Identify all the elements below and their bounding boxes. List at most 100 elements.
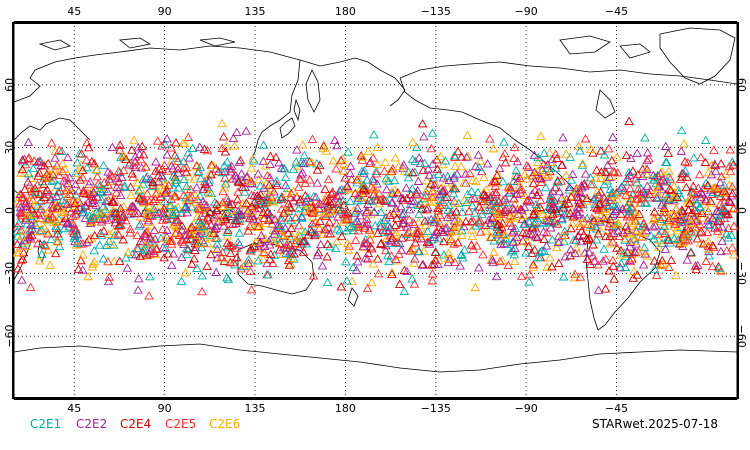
observation-marker <box>515 185 525 194</box>
observation-marker <box>323 174 334 184</box>
observation-marker <box>438 197 449 207</box>
observation-marker <box>362 283 373 293</box>
observation-marker <box>650 220 661 230</box>
observation-marker <box>386 166 397 175</box>
observation-marker <box>552 177 563 186</box>
observation-marker <box>606 211 617 220</box>
observation-marker <box>300 178 311 187</box>
observation-marker <box>160 243 171 252</box>
observation-marker <box>466 194 477 203</box>
observation-marker <box>533 157 543 166</box>
observation-marker <box>315 199 326 208</box>
observation-marker <box>227 205 237 214</box>
coast-hudson <box>595 89 616 119</box>
observation-marker <box>86 186 97 195</box>
observation-marker <box>393 161 404 171</box>
observation-marker <box>96 230 107 239</box>
observation-marker <box>449 239 459 248</box>
observation-marker <box>265 172 275 182</box>
observation-marker <box>245 266 256 275</box>
observation-marker <box>480 226 491 235</box>
observation-marker <box>516 271 527 280</box>
observation-marker <box>586 179 596 189</box>
observation-marker <box>270 226 280 235</box>
observation-marker <box>712 226 723 235</box>
observation-marker <box>190 189 200 198</box>
coast-alaska <box>399 77 463 113</box>
observation-marker <box>714 263 725 272</box>
observation-marker <box>543 204 553 213</box>
observation-marker <box>103 256 113 266</box>
observation-marker <box>581 233 592 242</box>
observation-marker <box>104 272 114 281</box>
observation-marker <box>453 237 463 247</box>
observation-marker <box>536 131 546 140</box>
coast-asia-east <box>249 59 301 161</box>
observation-marker <box>227 241 237 250</box>
observation-marker <box>492 178 503 187</box>
observation-marker <box>609 274 619 283</box>
observation-marker <box>531 190 542 199</box>
observation-marker <box>372 142 383 151</box>
observation-marker <box>680 156 690 166</box>
observation-marker <box>461 152 472 161</box>
observation-marker <box>374 189 384 198</box>
observation-marker <box>605 172 615 181</box>
observation-marker <box>398 195 408 204</box>
observation-marker <box>187 222 197 231</box>
observation-marker <box>85 176 95 186</box>
observation-marker <box>556 193 567 202</box>
observation-marker <box>154 208 164 217</box>
observation-marker <box>359 223 370 232</box>
observation-marker <box>627 216 637 226</box>
observation-marker <box>546 218 557 227</box>
observation-marker <box>173 168 183 177</box>
observation-marker <box>419 158 430 167</box>
observation-marker <box>625 183 635 193</box>
observation-marker <box>403 172 414 182</box>
observation-marker <box>390 220 401 230</box>
observation-marker <box>78 188 89 197</box>
observation-marker <box>76 160 86 169</box>
observation-marker <box>320 184 330 193</box>
observation-marker <box>624 170 635 179</box>
observation-marker <box>202 182 213 192</box>
observation-marker <box>256 230 267 240</box>
observation-marker <box>74 186 84 195</box>
observation-marker <box>38 207 49 216</box>
observation-marker <box>192 182 202 192</box>
observation-marker <box>435 195 446 205</box>
footer-label: STARwet.2025-07-18 <box>592 417 719 431</box>
observation-marker <box>211 205 221 214</box>
observation-marker <box>189 230 200 240</box>
observation-marker <box>577 158 588 168</box>
observation-marker <box>142 250 152 260</box>
observation-marker <box>225 248 236 257</box>
coast-asia-north <box>13 45 406 107</box>
observation-marker <box>26 173 36 182</box>
observation-marker <box>216 252 227 261</box>
observation-marker <box>312 219 323 228</box>
observation-marker <box>484 215 494 224</box>
observation-marker <box>140 162 151 171</box>
observation-marker <box>52 229 63 238</box>
observation-marker <box>552 208 562 217</box>
observation-marker <box>591 235 602 244</box>
observation-marker <box>115 190 126 199</box>
observation-marker <box>296 169 306 179</box>
observation-marker <box>498 229 508 238</box>
observation-marker <box>682 255 693 264</box>
observation-marker <box>220 179 231 188</box>
observation-marker <box>430 255 441 264</box>
observation-marker <box>351 265 362 274</box>
observation-marker <box>166 161 177 170</box>
observation-marker <box>508 176 519 185</box>
observation-marker <box>56 146 67 155</box>
observation-marker <box>512 189 522 198</box>
observation-marker <box>346 221 356 230</box>
observation-marker <box>133 208 144 218</box>
observation-marker <box>260 161 271 170</box>
observation-marker <box>384 238 395 247</box>
observation-marker <box>520 169 530 178</box>
observation-marker <box>571 207 582 216</box>
